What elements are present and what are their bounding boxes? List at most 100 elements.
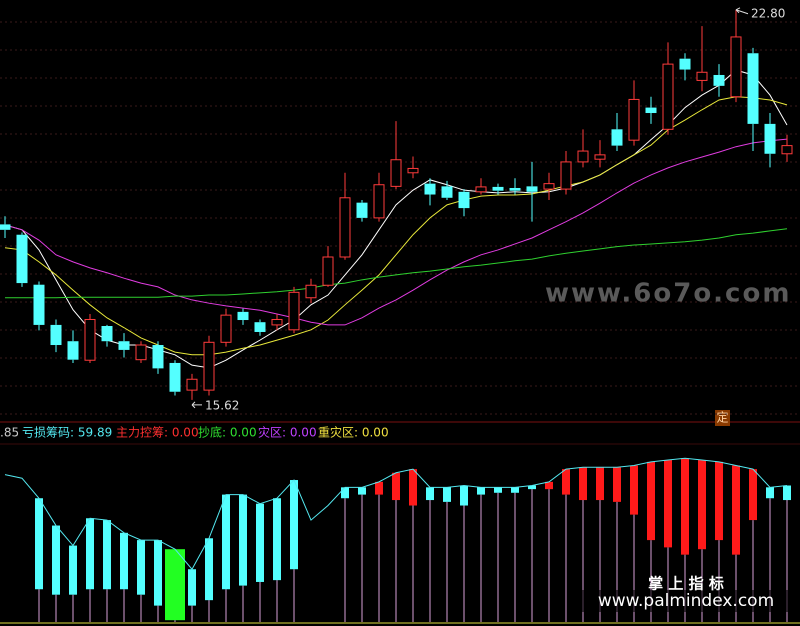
- high-arrow: [735, 7, 749, 15]
- candle-body: [16, 234, 28, 284]
- candle-body: [475, 186, 487, 193]
- candle-body: [662, 63, 674, 130]
- indicator-bar: [35, 498, 43, 590]
- high-label: 22.80: [751, 6, 785, 20]
- indicator-bar: [409, 469, 417, 506]
- indicator-bar: [120, 532, 128, 590]
- indicator-bar: [715, 461, 723, 541]
- moving-average: [4, 96, 788, 356]
- candle-body: [84, 318, 96, 361]
- candle-body: [781, 145, 793, 155]
- indicator-label: 主力控筹: 0.00: [116, 426, 199, 440]
- indicator-bar: [341, 487, 349, 499]
- candle-body: [526, 186, 538, 192]
- moving-average: [4, 138, 788, 326]
- candle-body: [458, 191, 470, 209]
- indicator-line: [4, 457, 788, 571]
- candle-body: [679, 58, 691, 70]
- candle-body: [594, 154, 606, 160]
- candle-body: [611, 129, 623, 146]
- indicator-label: 重灾区: 0.00: [318, 425, 389, 440]
- indicator-label: 亏损筹码: 59.89: [22, 426, 112, 440]
- watermark: 掌 上 指 标: [648, 575, 724, 593]
- candle-body: [152, 345, 164, 369]
- moving-average: [5, 228, 788, 299]
- indicator-bar: [749, 469, 757, 521]
- candle-body: [730, 36, 742, 98]
- indicator-bar: [165, 549, 185, 621]
- candle-body: [356, 202, 368, 218]
- candle-body: [628, 98, 640, 141]
- candle-body: [305, 284, 317, 299]
- indicator-bar: [630, 465, 638, 515]
- candle-body: [203, 341, 215, 391]
- indicator-bar: [647, 461, 655, 541]
- indicator-bar: [511, 487, 519, 493]
- indicator-bar: [477, 487, 485, 495]
- candle-body: [696, 71, 708, 81]
- candle-body: [373, 184, 385, 219]
- indicator-bar: [528, 485, 536, 490]
- indicator-bar: [562, 469, 570, 495]
- indicator-label: .85: [0, 426, 19, 440]
- watermark: www.palmindex.com: [598, 591, 774, 611]
- indicator-bar: [188, 569, 196, 606]
- candle-body: [560, 161, 572, 190]
- candle-body: [441, 186, 453, 198]
- candle-body: [220, 314, 232, 343]
- candle-body: [645, 107, 657, 114]
- candle-body: [169, 362, 181, 392]
- candle-body: [543, 183, 555, 190]
- watermark-bg: [582, 590, 788, 612]
- indicator-bar: [273, 498, 281, 581]
- indicator-bar: [596, 467, 604, 501]
- indicator-bar: [426, 487, 434, 501]
- candle-body: [322, 256, 334, 286]
- indicator-bar: [290, 480, 298, 570]
- indicator-bar: [392, 472, 400, 501]
- low-arrow: [191, 401, 202, 409]
- indicator-bar: [154, 540, 162, 606]
- indicator-bar: [766, 487, 774, 499]
- candle-body: [0, 224, 11, 230]
- candle-body: [424, 183, 436, 195]
- candle-body: [339, 197, 351, 258]
- candle-body: [288, 291, 300, 331]
- indicator-bar: [664, 460, 672, 548]
- candle-body: [101, 326, 113, 342]
- candle-body: [135, 344, 147, 361]
- candle-body: [50, 324, 62, 346]
- candle-body: [186, 378, 198, 391]
- indicator-label: 灾区: 0.00: [258, 425, 317, 440]
- indicator-bar: [698, 460, 706, 550]
- candle-body: [747, 53, 759, 124]
- candle-body: [67, 341, 79, 360]
- candle-body: [407, 167, 419, 174]
- candle-body: [577, 150, 589, 163]
- indicator-bar: [783, 485, 791, 501]
- indicator-bar: [52, 525, 60, 595]
- candle-body: [390, 159, 402, 187]
- indicator-bar: [205, 538, 213, 601]
- candle-body: [254, 322, 266, 332]
- low-label: 15.62: [205, 398, 239, 412]
- indicator-bar: [103, 520, 111, 590]
- candle-body: [509, 187, 521, 191]
- indicator-bar: [256, 503, 264, 582]
- candle-body: [492, 186, 504, 191]
- indicator-bar: [375, 481, 383, 495]
- indicator-bar: [681, 458, 689, 555]
- indicator-bar: [460, 485, 468, 506]
- moving-average: [4, 69, 788, 369]
- indicator-bar: [443, 487, 451, 502]
- indicator-bar: [613, 467, 621, 502]
- indicator-bar: [358, 487, 366, 495]
- indicator-bar: [494, 487, 502, 493]
- watermark: www.6o7o.com: [545, 279, 791, 309]
- candle-body: [237, 311, 249, 321]
- candle-body: [118, 341, 130, 350]
- candle-body: [764, 123, 776, 154]
- indicator-bar: [579, 467, 587, 501]
